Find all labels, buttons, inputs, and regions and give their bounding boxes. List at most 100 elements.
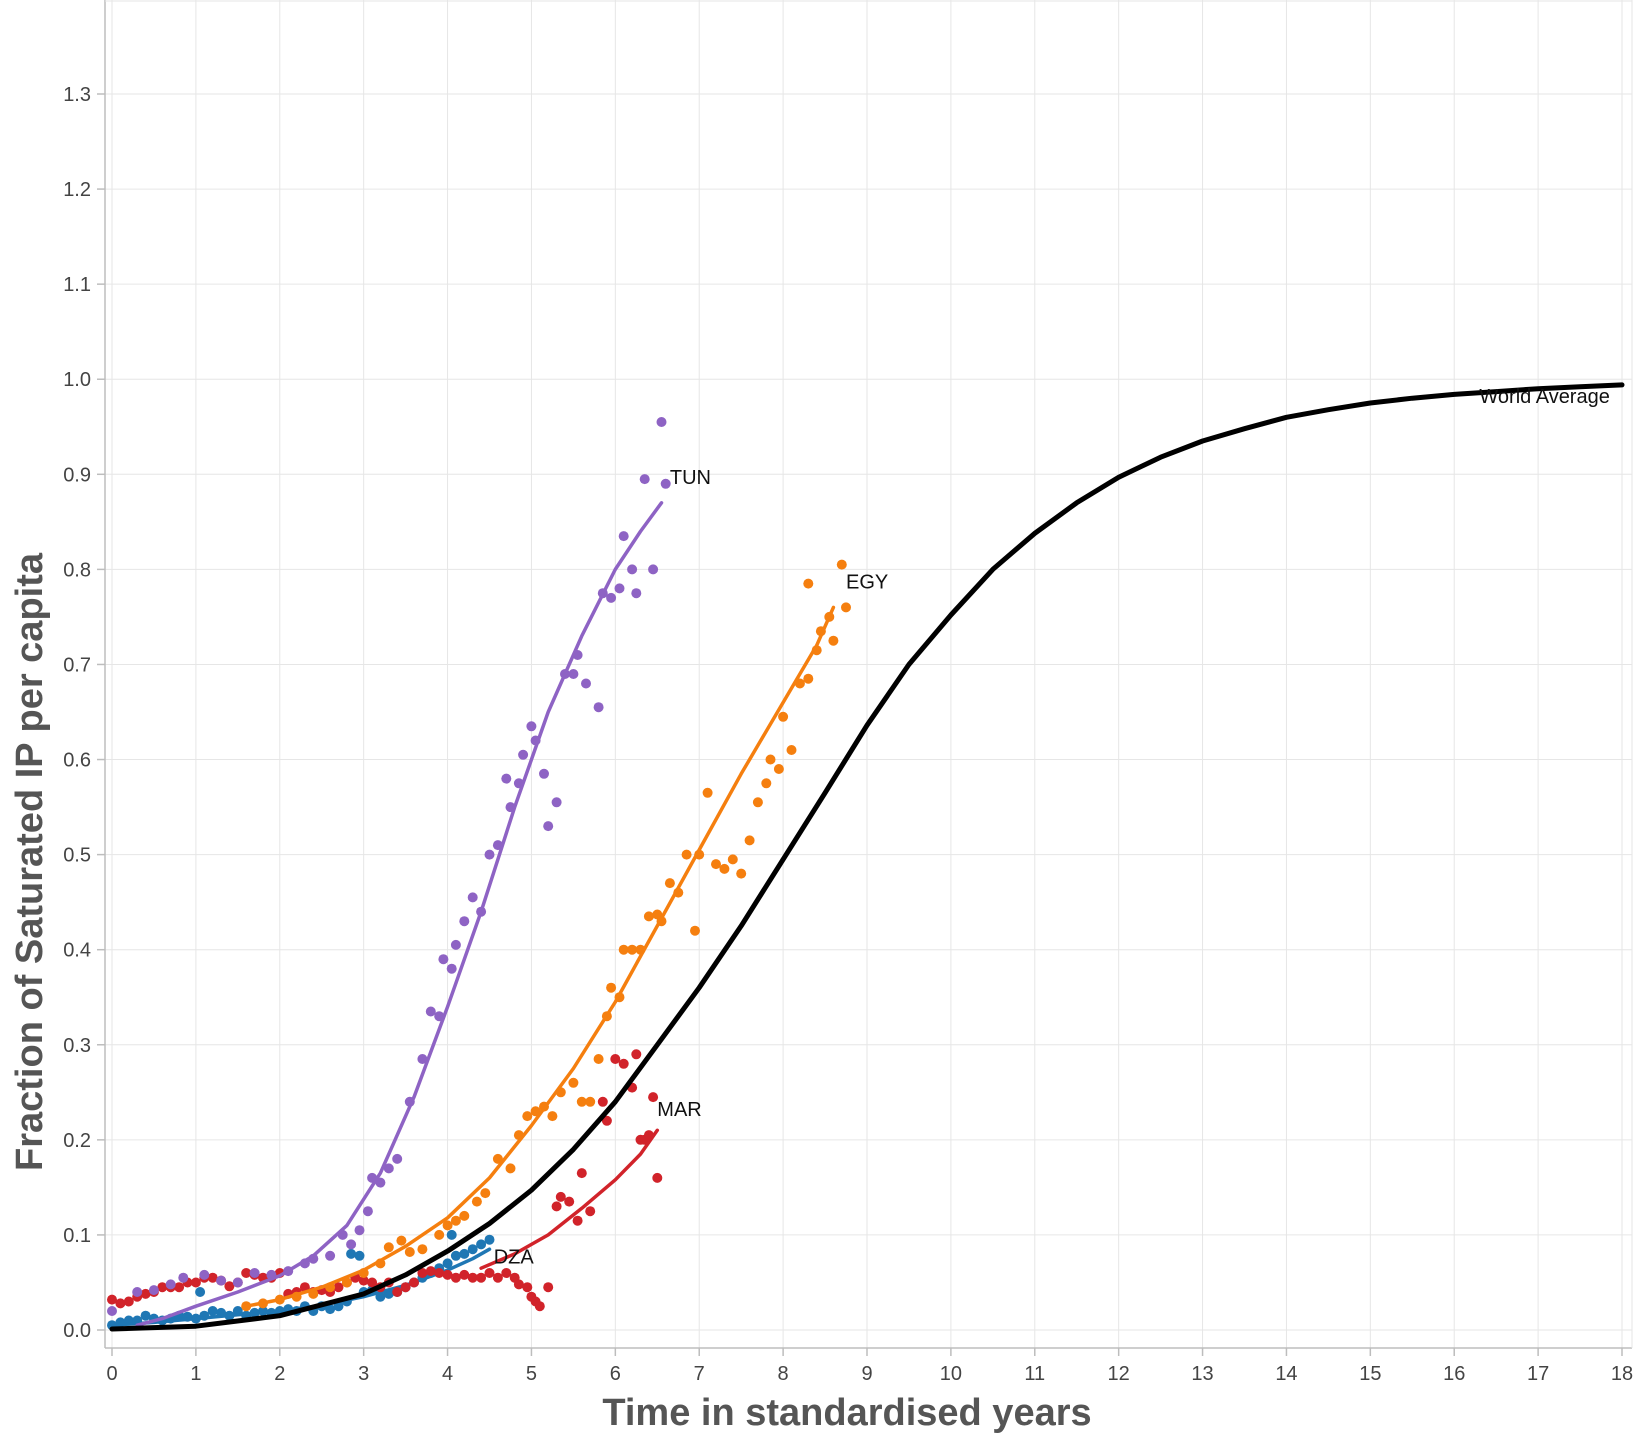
x-tick-label: 5 [526,1363,537,1385]
tun-data-point [551,797,562,808]
mar-data-point [190,1277,201,1288]
tun-data-point [450,939,461,950]
tun-data-point [132,1287,143,1297]
mar-data-point [631,1049,642,1060]
tun-data-point [648,564,659,575]
egy-data-point [450,1215,461,1226]
tick-labels: 0 1 2 3 4 5 6 7 8 9 10 11 12 13 14 15 16 17 180.00.10.20.3… [63,84,1633,1385]
series-layer [107,382,1625,1332]
y-axis-title: Fraction of Saturated IP per capita [9,552,51,1171]
mar-data-point [564,1196,575,1207]
egy-data-point [417,1244,428,1255]
x-tick-label: 0 [106,1363,117,1385]
mar-data-point [123,1296,134,1307]
tun-data-point [459,916,470,927]
x-tick-label: 15 [1359,1363,1381,1385]
egy-data-point [459,1210,470,1221]
egy-data-point [547,1111,558,1122]
mar-data-point [333,1282,344,1293]
egy-data-point [593,1054,604,1064]
tun-data-point [249,1268,260,1278]
y-tick-label: 0.4 [63,940,91,962]
egy-data-point [434,1229,445,1240]
y-tick-label: 0.3 [63,1035,91,1057]
egy-data-point [505,1163,516,1174]
y-tick-label: 1.0 [63,369,91,391]
x-tick-label: 18 [1611,1363,1633,1385]
mar-data-point [174,1282,185,1293]
y-tick-label: 1.1 [63,274,91,296]
egy-data-point [761,778,772,789]
mar-data-point [492,1272,503,1283]
x-tick-label: 6 [610,1363,621,1385]
tun-data-point [606,592,617,603]
dza-data-point [195,1287,206,1297]
mar-data-point [522,1282,533,1293]
world-average-trend-line [109,382,1625,1332]
tun-data-point [438,954,449,965]
tun-data-point [568,669,579,679]
dza-data-point [140,1310,151,1321]
mar-data-point [409,1277,419,1288]
x-tick-label: 9 [861,1363,872,1385]
tun-data-point [148,1285,159,1296]
tun-data-point [199,1269,210,1280]
egy-data-point [773,764,784,774]
mar-data-point [648,1092,659,1103]
y-tick-label: 0.7 [63,654,91,676]
egy-data-point [752,797,763,808]
egy-data-point [778,711,789,722]
egy-data-point [681,849,692,860]
mar-data-point [140,1288,151,1299]
y-tick-label: 0.8 [63,559,91,581]
egy-data-point [744,835,755,846]
tun-data-point [656,417,667,427]
x-tick-label: 12 [1108,1363,1130,1385]
mar-trend-line [479,1128,660,1270]
dza-data-point [207,1306,218,1316]
dza-data-point [446,1229,457,1240]
x-axis-title: Time in standardised years [602,1392,1091,1434]
x-tick-label: 2 [274,1363,285,1385]
egy-data-point [606,982,617,993]
mar-data-point [459,1269,470,1280]
mar-data-point [224,1281,235,1292]
egy-data-point [803,578,814,589]
series-labels: TUN EGY MAR DZA World Average [494,386,1610,1268]
mar-data-point [450,1272,461,1283]
mar-data-point [115,1298,126,1309]
series-label-dza: DZA [494,1246,535,1268]
egy-data-point [341,1277,352,1288]
mar-data-point [572,1215,583,1226]
x-tick-label: 8 [778,1363,789,1385]
series-label-world-average: World Average [1479,386,1609,408]
mar-data-point [585,1206,596,1217]
egy-data-point [803,673,814,684]
x-tick-label: 17 [1527,1363,1549,1385]
egy-data-point [690,925,700,936]
tun-data-point [660,478,671,489]
x-tick-label: 16 [1443,1363,1465,1385]
mar-data-point [157,1282,168,1293]
egy-data-point [727,854,738,865]
tun-data-point [593,702,604,713]
mar-data-point [555,1191,566,1202]
mar-data-point [442,1269,453,1280]
mar-data-point [434,1268,445,1278]
tun-data-point [526,721,537,732]
mar-data-point [551,1201,562,1212]
mar-data-point [618,1058,629,1069]
mar-data-point [241,1268,252,1278]
dza-data-point [476,1239,487,1250]
x-tick-label: 11 [1024,1363,1045,1385]
y-tick-label: 1.3 [63,84,91,106]
tun-data-point [631,588,642,599]
y-tick-label: 0.1 [63,1225,91,1247]
egy-data-point [836,559,847,570]
mar-data-point [358,1275,369,1286]
egy-data-point [841,602,851,613]
tun-trend-line [135,501,664,1327]
egy-data-point [643,911,654,922]
tun-data-point [107,1306,117,1316]
